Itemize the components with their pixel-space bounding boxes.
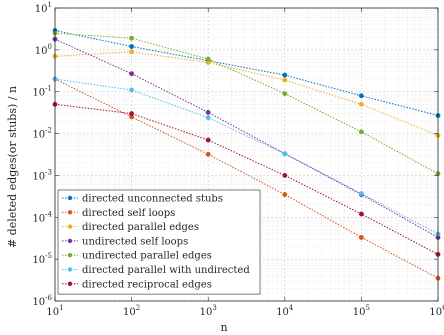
legend-marker — [67, 238, 73, 244]
y-tick-label: 10-6 — [32, 294, 52, 308]
data-point — [358, 234, 364, 240]
data-point — [129, 71, 135, 77]
legend-label: directed unconnected stubs — [82, 194, 223, 205]
legend-label: directed parallel with undirected — [82, 265, 250, 276]
legend-label: undirected parallel edges — [82, 251, 212, 262]
data-point — [205, 151, 211, 157]
series-line — [54, 30, 439, 116]
legend-entry-2: directed parallel edges — [62, 222, 199, 233]
y-tick-label: 10-5 — [32, 252, 52, 266]
legend-entry-4: undirected parallel edges — [62, 251, 212, 262]
legend-label: undirected self loops — [82, 236, 188, 247]
legend-entry-5: directed parallel with undirected — [62, 265, 250, 276]
legend-entry-0: directed unconnected stubs — [62, 194, 223, 205]
y-tick-label: 10-3 — [32, 168, 52, 182]
series-line — [54, 78, 439, 279]
data-point — [129, 87, 135, 93]
data-point — [282, 192, 288, 197]
y-tick-label: 10-2 — [32, 127, 52, 141]
legend-marker — [67, 195, 73, 201]
legend-label: directed parallel edges — [82, 222, 199, 233]
x-tick-label: 106 — [429, 304, 444, 318]
legend-marker — [67, 267, 73, 272]
data-point — [205, 56, 211, 62]
x-tick-label: 105 — [353, 304, 370, 318]
y-tick-label: 101 — [35, 1, 52, 15]
data-point — [129, 35, 135, 41]
y-axis-label: # deleted edges(or stubs) / n — [6, 86, 19, 248]
x-tick-labels: 101 102 103 104 105 106 — [46, 304, 444, 318]
x-tick-label: 102 — [123, 304, 140, 318]
legend-marker — [67, 281, 73, 286]
x-tick-label: 104 — [276, 304, 294, 318]
series-4 — [52, 30, 441, 177]
data-point — [129, 44, 135, 49]
y-tick-label: 10-1 — [32, 85, 52, 99]
data-point — [358, 129, 364, 135]
legend: directed unconnected stubs directed self … — [57, 189, 261, 295]
x-axis-label: n — [220, 321, 227, 334]
y-tick-label: 100 — [35, 43, 52, 57]
data-point — [205, 115, 211, 121]
data-point — [282, 77, 288, 83]
data-point — [205, 109, 211, 115]
legend-entry-1: directed self loops — [62, 208, 175, 219]
series-line — [54, 32, 439, 175]
plot-frame — [54, 7, 439, 302]
y-tick-label: 10-4 — [32, 210, 52, 224]
series-line — [54, 78, 439, 235]
data-point — [358, 211, 364, 217]
y-tick-labels: 10-6 10-5 10-4 10-3 10-2 10-1 100 101 — [32, 1, 52, 308]
axes — [54, 7, 439, 302]
legend-marker — [67, 210, 73, 215]
data-point — [358, 93, 364, 99]
series-line — [54, 51, 439, 136]
legend-entry-6: directed reciprocal edges — [62, 279, 212, 290]
data-point — [282, 91, 288, 97]
series-line — [54, 103, 439, 255]
data-point — [129, 49, 135, 55]
x-tick-label: 103 — [200, 304, 217, 318]
data-point — [282, 151, 288, 157]
legend-box — [57, 189, 261, 295]
legend-entry-3: undirected self loops — [62, 236, 188, 247]
data-point — [205, 137, 211, 143]
legend-marker — [67, 224, 73, 229]
data-point — [282, 172, 288, 178]
data-point — [358, 191, 364, 196]
legend-label: directed self loops — [82, 208, 175, 219]
legend-marker — [67, 253, 73, 258]
x-tick-label: 101 — [46, 304, 63, 318]
data-point — [129, 111, 135, 117]
series-line — [54, 38, 439, 238]
data-point — [358, 101, 364, 107]
data-point — [282, 72, 288, 78]
legend-label: directed reciprocal edges — [82, 279, 212, 290]
